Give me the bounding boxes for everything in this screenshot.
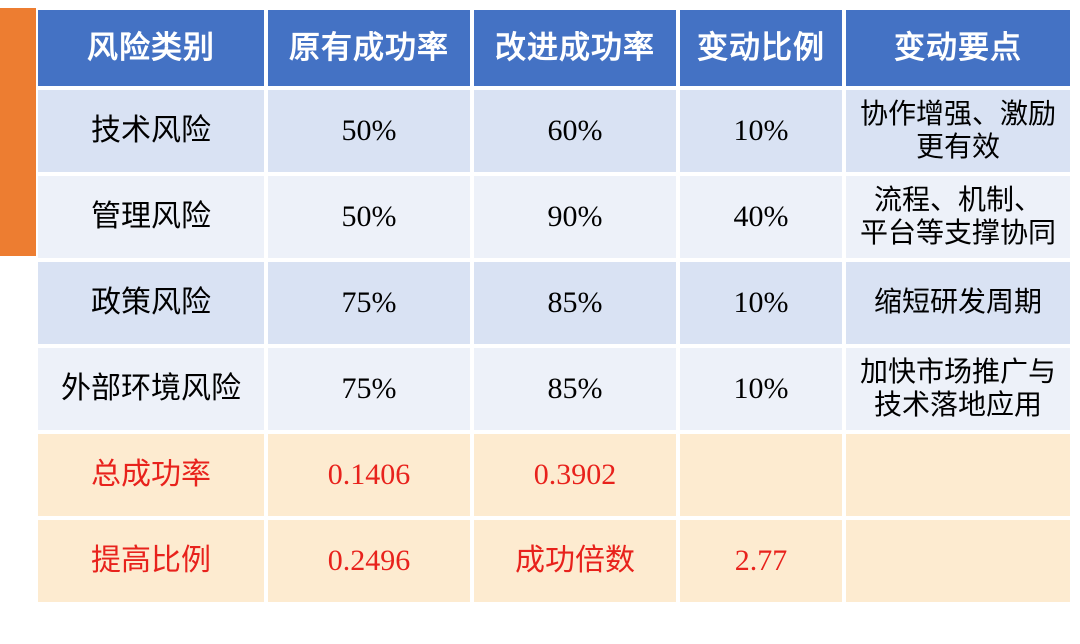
cell-change-points: 协作增强、激励 更有效 — [844, 88, 1072, 174]
cell-summary-improved: 0.3902 — [472, 432, 678, 518]
column-header-change-ratio: 变动比例 — [678, 8, 844, 88]
cell-summary-label: 提高比例 — [36, 518, 266, 604]
cell-risk-category: 管理风险 — [36, 174, 266, 260]
cell-change-ratio: 10% — [678, 260, 844, 346]
table-body: 技术风险 50% 60% 10% 协作增强、激励 更有效 管理风险 50% 90… — [36, 88, 1072, 604]
column-header-original-rate: 原有成功率 — [266, 8, 472, 88]
cell-change-ratio: 10% — [678, 88, 844, 174]
cell-improved-rate: 85% — [472, 346, 678, 432]
table-row: 外部环境风险 75% 85% 10% 加快市场推广与 技术落地应用 — [36, 346, 1072, 432]
cell-change-points: 流程、机制、 平台等支撑协同 — [844, 174, 1072, 260]
note-line: 加快市场推广与 — [859, 356, 1056, 388]
note-line: 缩短研发周期 — [873, 287, 1042, 319]
cell-change-ratio: 40% — [678, 174, 844, 260]
cell-change-points: 加快市场推广与 技术落地应用 — [844, 346, 1072, 432]
note-line: 更有效 — [915, 132, 1000, 163]
summary-row-improvement-ratio: 提高比例 0.2496 成功倍数 2.77 — [36, 518, 1072, 604]
cell-improved-rate: 90% — [472, 174, 678, 260]
cell-summary-empty — [844, 432, 1072, 518]
cell-change-ratio: 10% — [678, 346, 844, 432]
orange-accent-bar — [0, 8, 36, 256]
cell-summary-ratio: 0.2496 — [266, 518, 472, 604]
note-line: 流程、机制、 — [873, 184, 1042, 216]
cell-summary-empty — [678, 432, 844, 518]
cell-original-rate: 75% — [266, 260, 472, 346]
cell-change-points: 缩短研发周期 — [844, 260, 1072, 346]
note-line: 技术落地应用 — [873, 390, 1042, 421]
cell-summary-empty — [844, 518, 1072, 604]
table-row: 技术风险 50% 60% 10% 协作增强、激励 更有效 — [36, 88, 1072, 174]
column-header-change-points: 变动要点 — [844, 8, 1072, 88]
header-row: 风险类别 原有成功率 改进成功率 变动比例 变动要点 — [36, 8, 1072, 88]
cell-original-rate: 50% — [266, 174, 472, 260]
summary-row-total-success-rate: 总成功率 0.1406 0.3902 — [36, 432, 1072, 518]
risk-analysis-table: 风险类别 原有成功率 改进成功率 变动比例 变动要点 技术风险 50% 60% … — [36, 8, 1072, 604]
cell-summary-multiple-value: 2.77 — [678, 518, 844, 604]
cell-summary-multiple-label: 成功倍数 — [472, 518, 678, 604]
cell-improved-rate: 85% — [472, 260, 678, 346]
table-row: 政策风险 75% 85% 10% 缩短研发周期 — [36, 260, 1072, 346]
note-line: 协作增强、激励 — [859, 98, 1056, 130]
cell-improved-rate: 60% — [472, 88, 678, 174]
column-header-improved-rate: 改进成功率 — [472, 8, 678, 88]
table-row: 管理风险 50% 90% 40% 流程、机制、 平台等支撑协同 — [36, 174, 1072, 260]
table-header: 风险类别 原有成功率 改进成功率 变动比例 变动要点 — [36, 8, 1072, 88]
cell-original-rate: 75% — [266, 346, 472, 432]
note-line: 平台等支撑协同 — [859, 218, 1056, 249]
column-header-risk-category: 风险类别 — [36, 8, 266, 88]
cell-summary-original: 0.1406 — [266, 432, 472, 518]
cell-risk-category: 政策风险 — [36, 260, 266, 346]
cell-risk-category: 外部环境风险 — [36, 346, 266, 432]
cell-risk-category: 技术风险 — [36, 88, 266, 174]
cell-original-rate: 50% — [266, 88, 472, 174]
cell-summary-label: 总成功率 — [36, 432, 266, 518]
